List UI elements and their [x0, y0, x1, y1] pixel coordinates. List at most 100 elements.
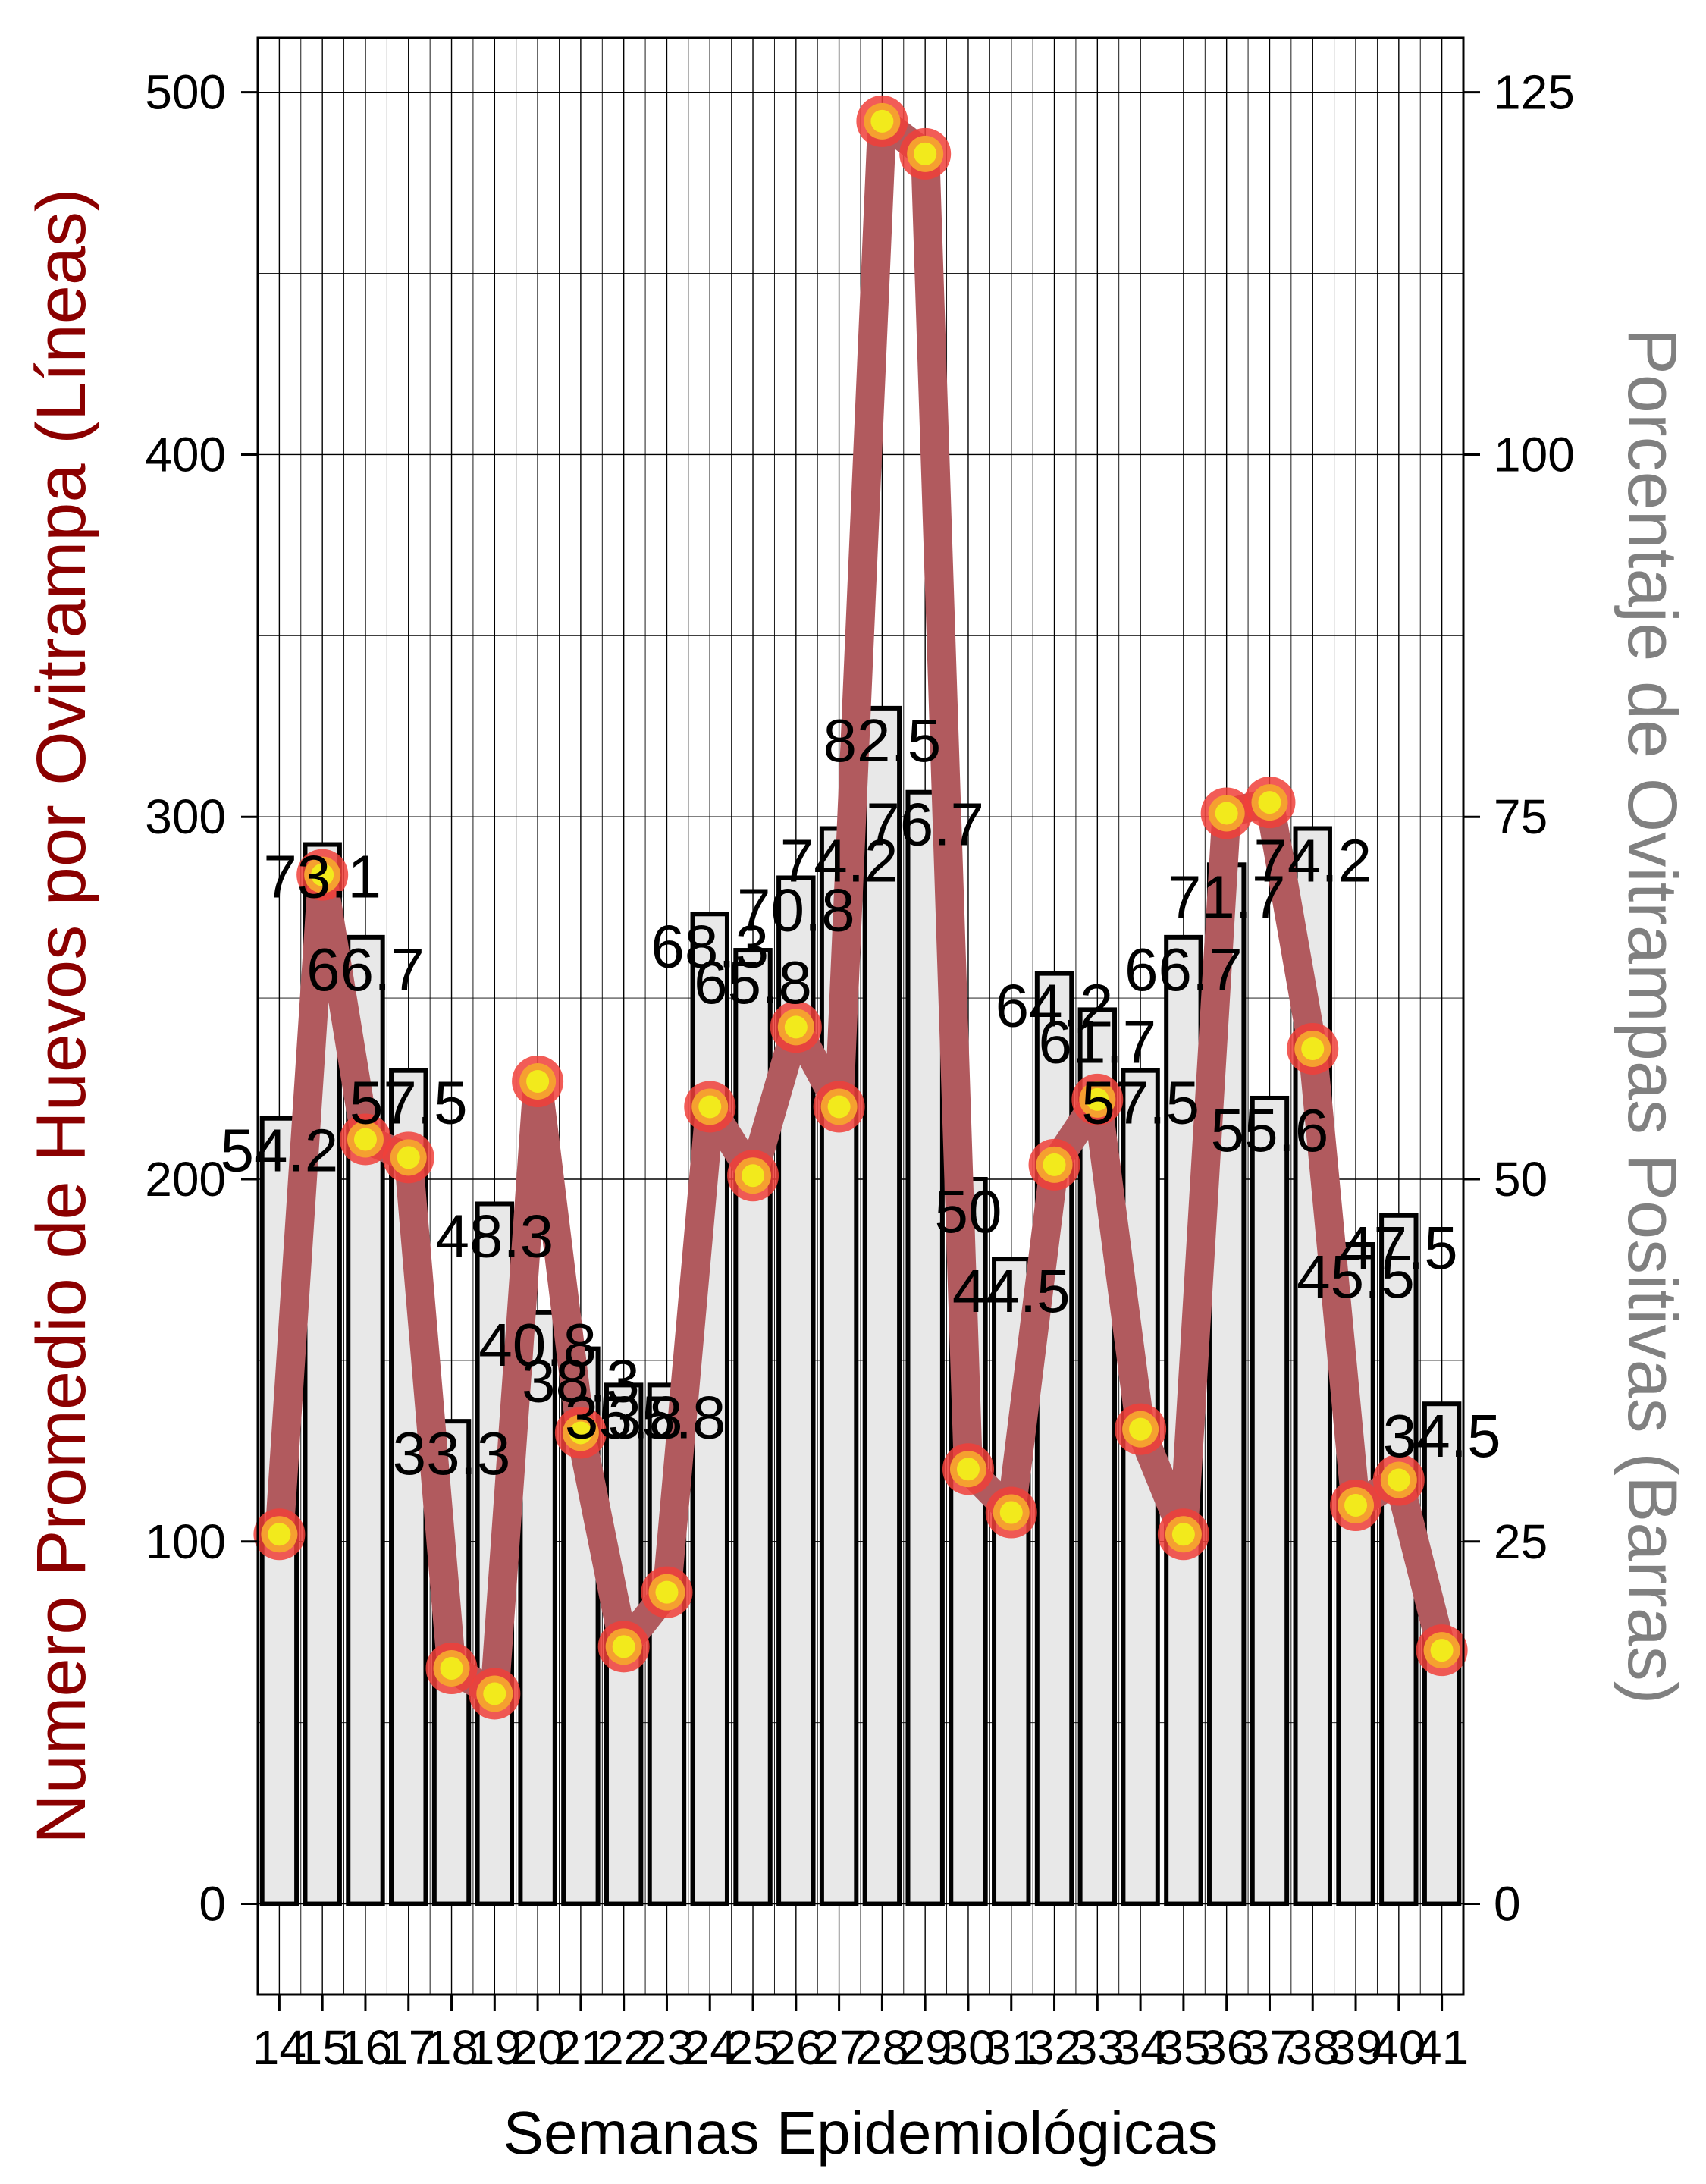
point-core: [397, 1146, 420, 1169]
bar-value-label: 50: [934, 1178, 1002, 1245]
point-core: [999, 1501, 1023, 1524]
line-point: [1330, 1480, 1382, 1531]
y-right-tick-label: 25: [1494, 1514, 1548, 1569]
line-point: [727, 1150, 779, 1202]
bar-value-label: 70.8: [737, 876, 855, 943]
bar-value-label: 68.3: [651, 912, 769, 980]
y-right-tick-label: 100: [1494, 427, 1575, 482]
point-core: [914, 142, 937, 165]
line-point: [253, 1508, 306, 1561]
y-axis-right-title: Porcentaje de Ovitrampas Positivas (Barr…: [1613, 328, 1691, 1704]
point-core: [742, 1164, 765, 1188]
point-core: [784, 1015, 808, 1039]
bar-value-label: 74.2: [780, 827, 898, 895]
x-tick-label: 28: [855, 2020, 909, 2075]
bar-value-label: 57.5: [1081, 1069, 1200, 1137]
x-tick-label: 16: [338, 2020, 392, 2075]
x-tick-label: 32: [1027, 2020, 1081, 2075]
y-axis-left-title: Numero Promedio de Huevos por Ovitrampa …: [23, 188, 100, 1844]
bar-value-label: 82.5: [823, 707, 942, 774]
point-core: [1387, 1468, 1410, 1492]
x-axis-title: Semanas Epidemiológicas: [503, 2099, 1218, 2167]
bar-value-label: 35.8: [608, 1383, 726, 1451]
bar-value-label: 73.1: [263, 843, 381, 911]
y-left-tick-label: 400: [145, 427, 226, 482]
bar-value-label: 71.7: [1168, 863, 1286, 930]
x-tick-label: 21: [554, 2020, 607, 2075]
bar-value-label: 44.5: [952, 1257, 1071, 1325]
x-tick-label: 19: [468, 2020, 522, 2075]
bar: [862, 705, 902, 1906]
line-point: [1200, 787, 1253, 839]
bar-value-label: 38.3: [522, 1348, 640, 1415]
line-point: [1416, 1624, 1468, 1677]
line-point: [597, 1621, 650, 1673]
y-right-tick-label: 75: [1494, 789, 1548, 844]
line-point: [684, 1081, 736, 1133]
x-tick-label: 25: [726, 2020, 779, 2075]
point-core: [1430, 1639, 1454, 1662]
line-point: [1372, 1454, 1425, 1506]
bar-value-label: 66.7: [306, 936, 425, 1003]
point-core: [1215, 802, 1238, 825]
axes: 0 100 200 300 400 500 0 25 50 75 100 125 14151617181…: [145, 65, 1575, 2075]
bar-value-label: 66.7: [1124, 936, 1243, 1003]
bar-value-label: 45.5: [1297, 1243, 1415, 1310]
y-left-tick-label: 100: [145, 1514, 226, 1569]
point-core: [526, 1070, 550, 1093]
bar-value-label: 47.5: [1340, 1214, 1458, 1282]
line-point: [1028, 1138, 1080, 1191]
bar-value-label: 34.5: [1383, 1402, 1501, 1470]
bar-value-label: 61.7: [1038, 1008, 1156, 1075]
x-tick-label: 35: [1156, 2020, 1210, 2075]
x-tick-label: 26: [769, 2020, 823, 2075]
point-core: [1344, 1494, 1368, 1517]
line-point: [641, 1566, 693, 1618]
x-tick-label: 20: [511, 2020, 565, 2075]
point-core: [870, 109, 894, 133]
point-core: [268, 1523, 291, 1546]
point-core: [1301, 1037, 1325, 1060]
x-tick-label: 30: [941, 2020, 995, 2075]
bar-value-label: 48.3: [435, 1202, 554, 1269]
bar-value-label: 57.5: [350, 1069, 468, 1137]
x-tick-label: 39: [1328, 2020, 1382, 2075]
line-point: [770, 1001, 822, 1053]
bar-value-label: 54.2: [221, 1117, 339, 1185]
line-point: [1243, 777, 1296, 829]
line-point: [339, 1113, 391, 1166]
line-point: [469, 1668, 521, 1720]
line-point: [1157, 1508, 1209, 1561]
x-tick-label: 36: [1200, 2020, 1253, 2075]
x-tick-label: 41: [1415, 2020, 1469, 2075]
line-point: [1071, 1073, 1124, 1125]
line-point: [512, 1056, 564, 1107]
x-tick-label: 18: [425, 2020, 478, 2075]
bar: [1034, 971, 1074, 1906]
y-left-tick-label: 0: [199, 1877, 226, 1931]
line-point: [554, 1407, 607, 1459]
point-core: [956, 1458, 980, 1481]
x-tick-label: 27: [812, 2020, 866, 2075]
point-core: [440, 1657, 463, 1680]
point-core: [1043, 1153, 1066, 1176]
bar-value-label: 55.6: [1211, 1097, 1329, 1164]
bar-value-label: 40.8: [478, 1311, 597, 1379]
bar-value-label: 64.2: [996, 972, 1114, 1040]
line-point: [1115, 1403, 1167, 1455]
x-tick-label: 14: [252, 2020, 306, 2075]
x-tick-label: 40: [1372, 2020, 1425, 2075]
line-point: [899, 127, 952, 180]
point-core: [827, 1095, 851, 1119]
x-tick-label: 23: [640, 2020, 694, 2075]
point-core: [1171, 1523, 1195, 1546]
x-tick-label: 29: [898, 2020, 952, 2075]
x-tick-label: 37: [1243, 2020, 1297, 2075]
y-right-tick-label: 0: [1494, 1877, 1521, 1931]
point-core: [698, 1095, 722, 1119]
point-core: [569, 1421, 592, 1445]
y-left-tick-label: 500: [145, 65, 226, 120]
bar-value-label: 76.7: [866, 791, 984, 858]
x-tick-label: 15: [296, 2020, 350, 2075]
